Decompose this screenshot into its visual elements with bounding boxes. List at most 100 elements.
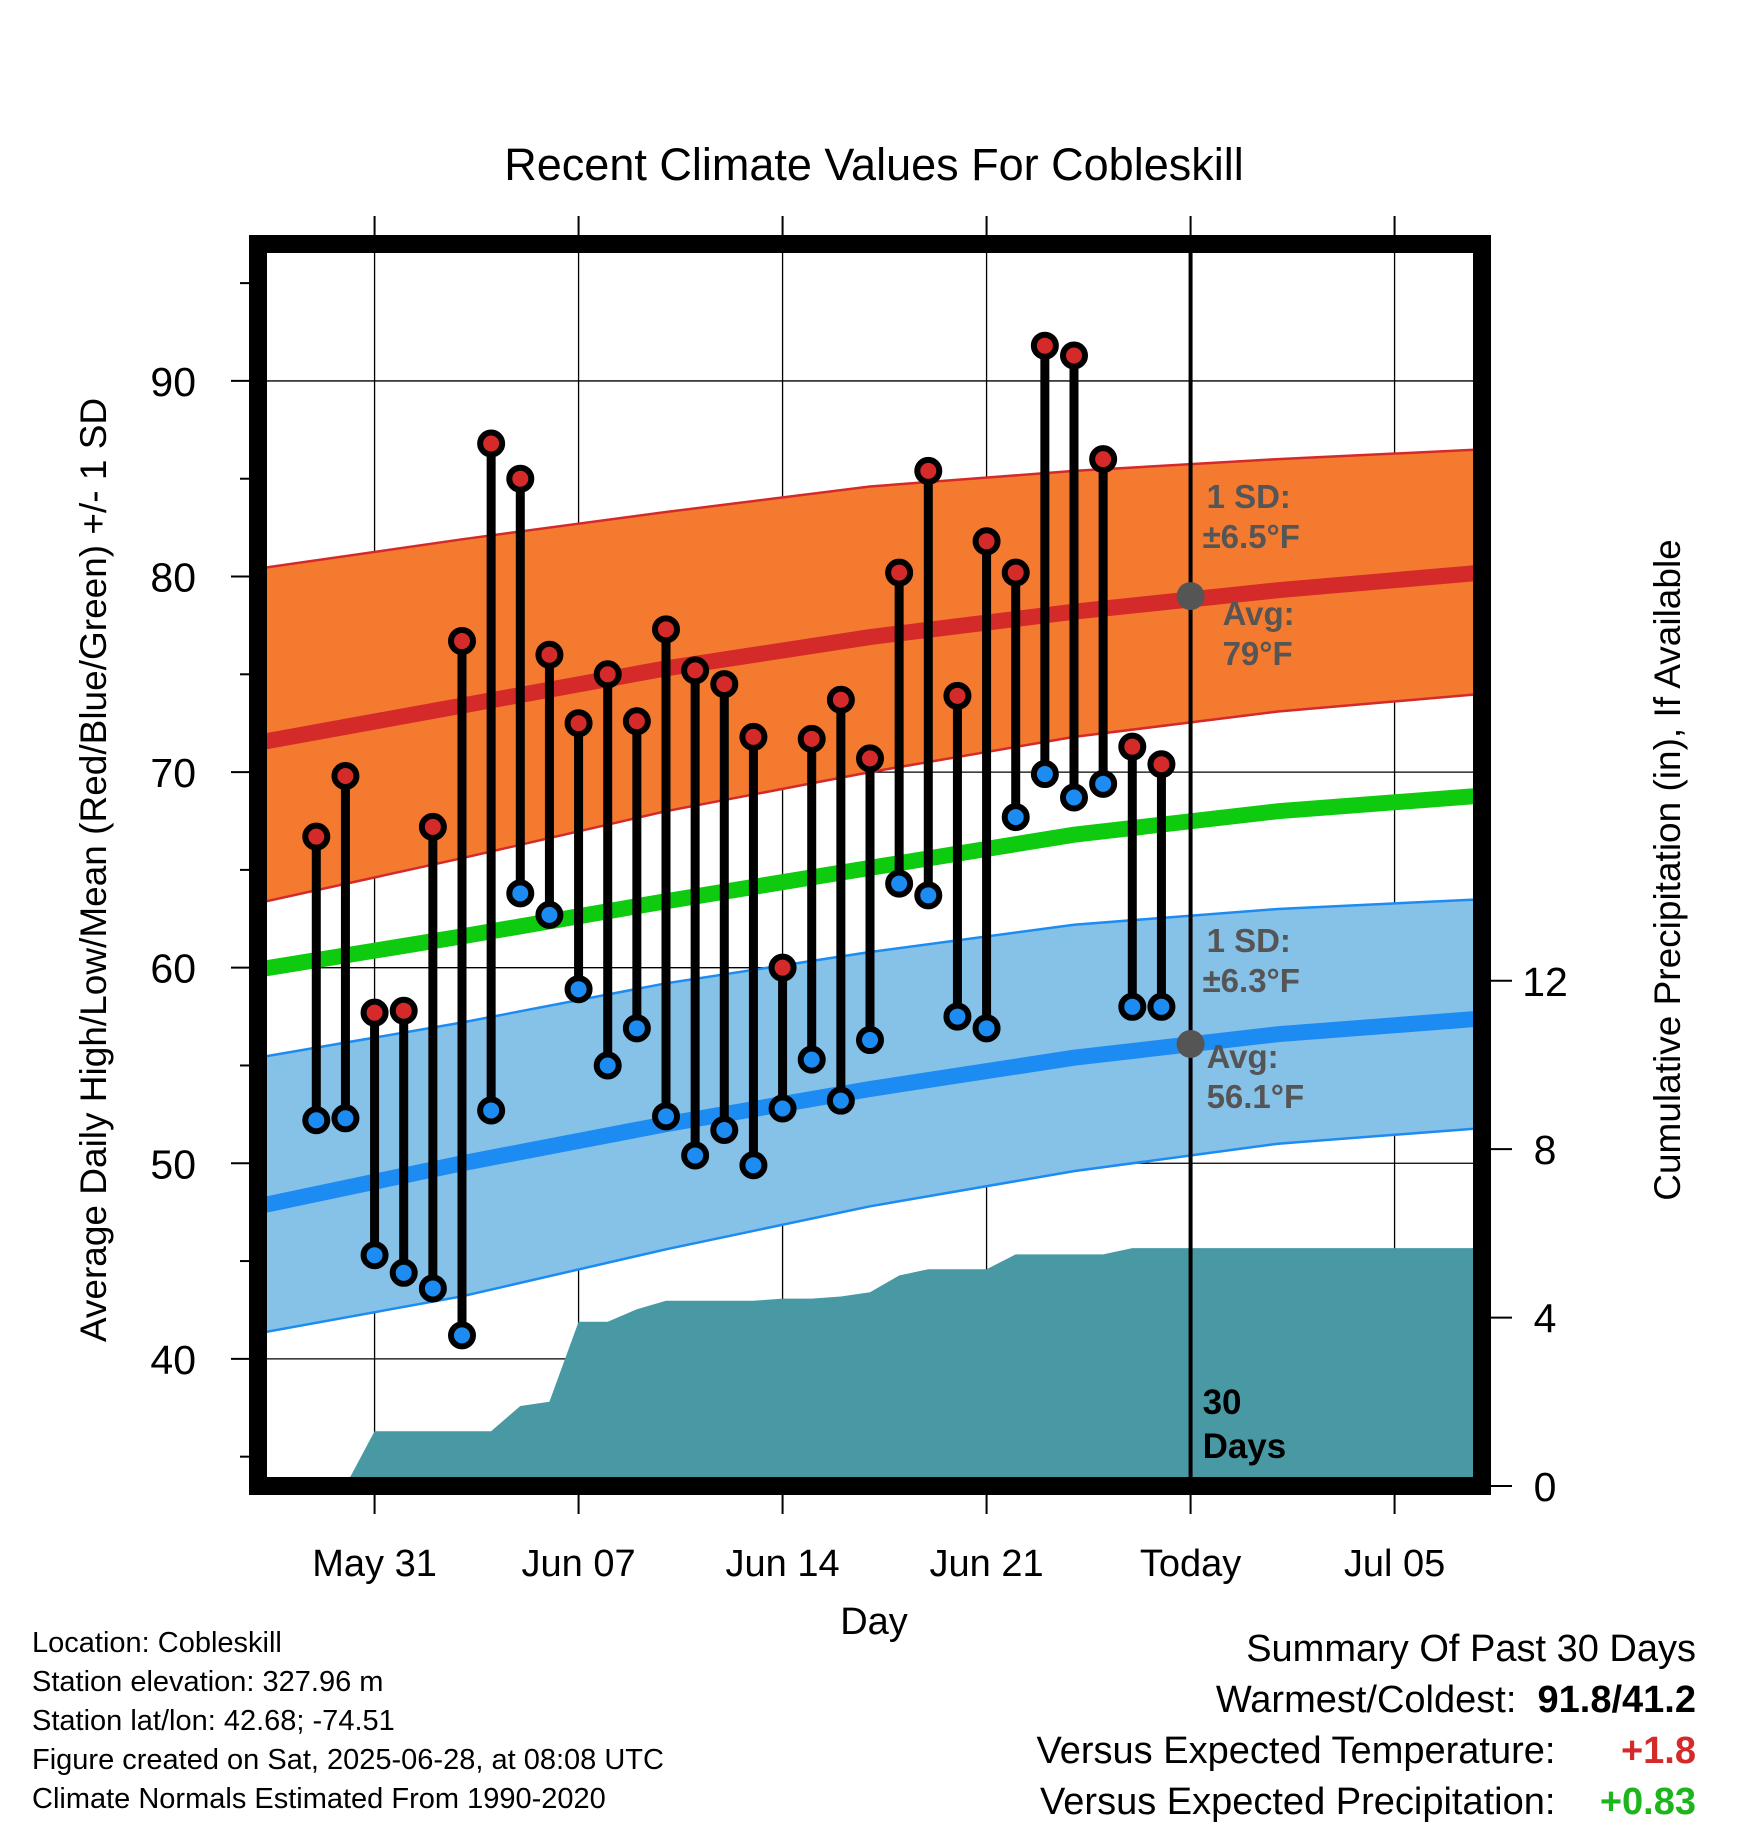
high-temp-point (972, 527, 1001, 556)
low-temp-point (389, 1258, 418, 1287)
low-temp-point (302, 1106, 331, 1135)
low-temp-point (797, 1045, 826, 1074)
y2-tick-label: 12 (1522, 959, 1568, 1005)
x-tick-label: Jun 21 (930, 1543, 1044, 1585)
y2-axis-label: Cumulative Precipitation (in), If Availa… (1647, 539, 1688, 1201)
low-temp-point (885, 869, 914, 898)
high-temp-point (302, 822, 331, 851)
summary-warm-cold: Warmest/Coldest: 91.8/41.2 (1037, 1675, 1696, 1726)
high-temp-point (768, 953, 797, 982)
high-temp-point (856, 744, 884, 773)
precip-value: +0.83 (1599, 1781, 1696, 1823)
high-temp-point (418, 812, 447, 841)
high-temp-point (331, 762, 360, 791)
high-temp-point (652, 615, 680, 644)
x-tick-label: Jul 05 (1344, 1543, 1445, 1585)
high-sd-band (258, 448, 1482, 905)
high-temp-point (1060, 341, 1088, 370)
high-temp-point (1001, 558, 1030, 587)
info-latlon: Station lat/lon: 42.68; -74.51 (32, 1705, 395, 1737)
low-avg-value: 56.1°F (1207, 1078, 1305, 1115)
high-temp-point (681, 656, 710, 685)
y-axis-label: Average Daily High/Low/Mean (Red/Blue/Gr… (73, 398, 114, 1342)
high-temp-point (593, 660, 622, 689)
low-temp-point (914, 881, 943, 910)
plot-frame (249, 235, 1491, 1495)
info-location: Location: Cobleskill (32, 1627, 282, 1659)
high-temp-point (564, 709, 593, 738)
high-temp-point (826, 685, 855, 714)
high-sd-label: 1 SD: (1207, 478, 1291, 515)
low-temp-point (477, 1096, 506, 1125)
chart-title: Recent Climate Values For Cobleskill (504, 139, 1243, 190)
today-days-count: 30 (1203, 1383, 1242, 1422)
warm-cold-label: Warmest/Coldest: (1215, 1679, 1517, 1721)
summary-panel: Summary Of Past 30 Days Warmest/Coldest:… (1037, 1624, 1696, 1828)
high-temp-point (914, 456, 943, 485)
info-created: Figure created on Sat, 2025-06-28, at 08… (32, 1744, 664, 1776)
low-temp-point (593, 1051, 622, 1080)
high-temp-point (535, 640, 564, 669)
y-tick-label: 50 (150, 1141, 196, 1187)
low-temp-point (943, 1002, 972, 1031)
high-temp-point (389, 996, 418, 1025)
low-temp-point (710, 1116, 739, 1145)
today-days-word: Days (1203, 1427, 1287, 1466)
low-temp-point (331, 1104, 360, 1133)
summary-temp: Versus Expected Temperature: +1.8 (1037, 1726, 1696, 1777)
high-temp-point (1030, 331, 1059, 360)
y2-tick-label: 4 (1534, 1296, 1557, 1342)
info-normals: Climate Normals Estimated From 1990-2020 (32, 1783, 606, 1815)
high-temp-point (943, 681, 972, 710)
high-temp-point (506, 464, 535, 493)
y-tick-label: 90 (150, 359, 196, 405)
y2-tick-label: 0 (1534, 1464, 1557, 1510)
warm-cold-value: 91.8/41.2 (1537, 1679, 1696, 1721)
x-tick-label: Jun 07 (522, 1543, 636, 1585)
high-temp-point (360, 998, 389, 1027)
low-temp-point (1089, 769, 1118, 798)
precipitation-area (287, 1248, 1482, 1486)
summary-precip: Versus Expected Precipitation: +0.83 (1037, 1777, 1696, 1828)
temp-value: +1.8 (1620, 1730, 1696, 1772)
low-temp-point (622, 1014, 651, 1043)
high-temp-point (1118, 732, 1147, 761)
low-avg-label: Avg: (1207, 1038, 1279, 1075)
high-sd-value: ±6.5°F (1203, 518, 1300, 555)
low-temp-point (506, 879, 535, 908)
high-avg-label: Avg: (1223, 595, 1295, 632)
station-info: Location: Cobleskill Station elevation: … (32, 1624, 664, 1819)
low-sd-value: ±6.3°F (1203, 962, 1300, 999)
low-temp-point (564, 975, 593, 1004)
y2-tick-label: 8 (1534, 1127, 1557, 1173)
low-temp-point (1060, 783, 1088, 812)
low-temp-point (1001, 803, 1030, 832)
x-tick-label: Jun 14 (726, 1543, 840, 1585)
high-temp-point (448, 627, 476, 656)
summary-title: Summary Of Past 30 Days (1246, 1628, 1696, 1670)
low-avg-today-marker (1176, 1029, 1205, 1058)
y-tick-label: 80 (150, 555, 196, 601)
low-temp-point (856, 1026, 884, 1055)
x-tick-label: May 31 (312, 1543, 437, 1585)
high-temp-point (477, 429, 506, 458)
y-tick-label: 60 (150, 946, 196, 992)
high-temp-point (710, 670, 739, 699)
low-temp-point (1118, 992, 1147, 1021)
temp-label: Versus Expected Temperature: (1036, 1730, 1556, 1772)
x-axis-label: Day (840, 1601, 908, 1643)
low-temp-point (972, 1014, 1001, 1043)
y-tick-label: 70 (150, 750, 196, 796)
precip-label: Versus Expected Precipitation: (1040, 1781, 1556, 1823)
low-temp-point (1030, 760, 1059, 789)
high-temp-point (797, 724, 826, 753)
low-sd-band (258, 897, 1482, 1335)
low-temp-point (360, 1241, 389, 1270)
low-temp-point (448, 1321, 476, 1350)
low-temp-point (739, 1151, 768, 1180)
high-temp-point (622, 707, 651, 736)
low-sd-label: 1 SD: (1207, 922, 1291, 959)
high-avg-today-marker (1176, 582, 1205, 611)
low-temp-point (535, 900, 564, 929)
